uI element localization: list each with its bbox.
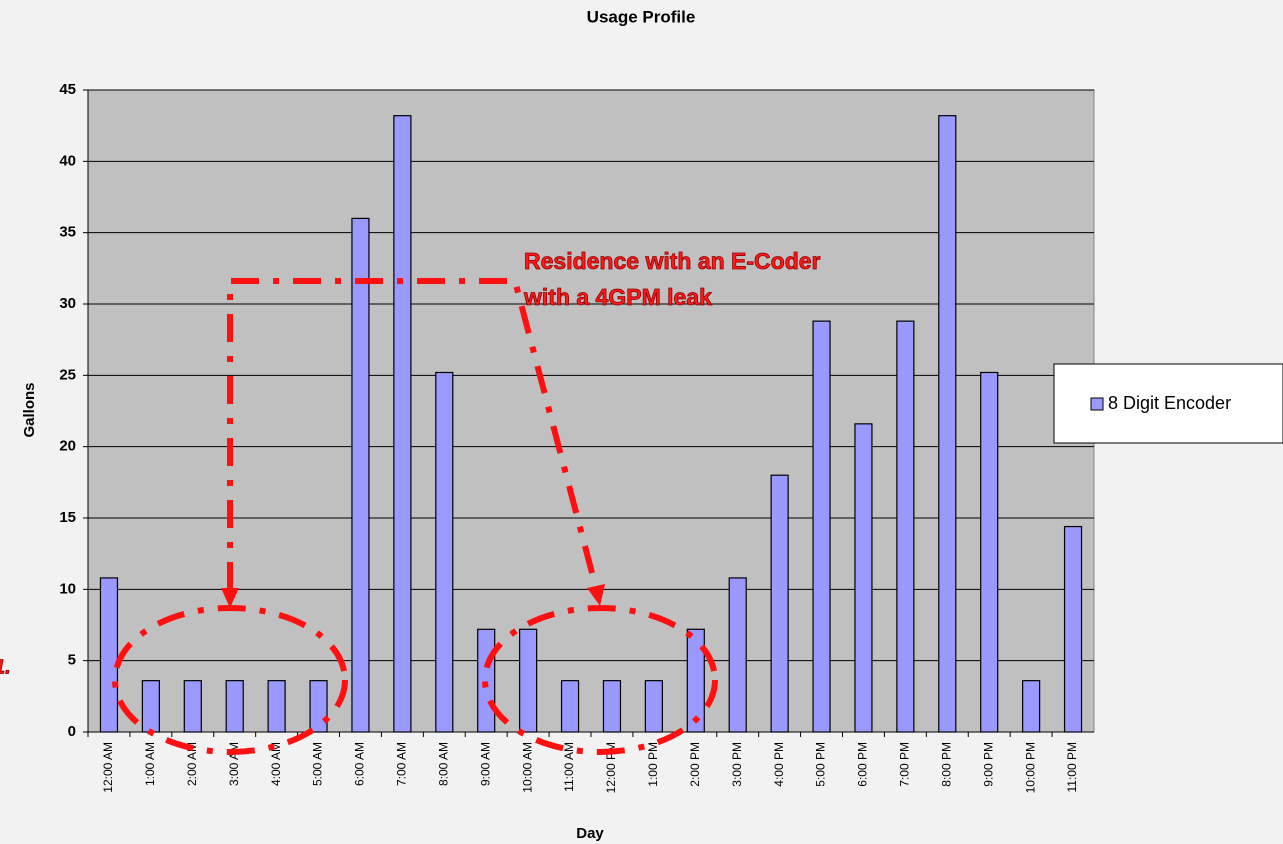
x-tick-label: 4:00 PM — [772, 742, 786, 787]
bar — [309, 680, 328, 733]
arrowhead — [221, 588, 239, 608]
bar — [519, 628, 538, 733]
chart-title: Usage Profile — [587, 7, 696, 26]
bar — [1063, 525, 1083, 733]
y-tick-label: 25 — [59, 366, 76, 383]
bar — [435, 371, 454, 733]
marks: 0 5 10 15 20 25 30 35 40 45 12:00 AM 1:00 AM 2:00 AM… — [59, 81, 1094, 793]
annotation: 1. — [0, 656, 11, 678]
y-tick-label: 0 — [68, 723, 76, 740]
highlight-ellipse — [112, 605, 348, 755]
y-tick-label: 40 — [59, 152, 76, 169]
bar — [896, 320, 915, 733]
bar — [644, 680, 663, 733]
plot-area — [87, 89, 1095, 733]
x-tick-label: 1:00 PM — [646, 742, 660, 787]
bar — [141, 680, 160, 733]
bar — [225, 680, 244, 733]
y-tick-label: 15 — [59, 509, 76, 526]
annotation-line — [227, 278, 599, 590]
bar — [560, 680, 580, 733]
highlight-ellipse — [482, 605, 718, 755]
x-tick-label: 12:00 AM — [101, 742, 115, 793]
bar — [1022, 680, 1041, 733]
annotation-overlay: Residence with an E-Coder with a 4GPM le… — [0, 248, 821, 755]
y-tick-label: 20 — [59, 438, 76, 455]
y-tick-label: 10 — [59, 580, 76, 597]
x-tick-label: 1:00 AM — [143, 742, 157, 786]
annotation: Residence with an E-Coder — [524, 248, 821, 274]
x-tick-label: 5:00 PM — [814, 742, 828, 787]
x-tick-label: 6:00 PM — [856, 742, 870, 787]
bar — [980, 371, 999, 733]
bar — [267, 680, 286, 733]
bar — [938, 115, 957, 733]
x-tick-label: 4:00 AM — [269, 742, 283, 786]
legend-label: 8 Digit Encoder — [1108, 393, 1231, 413]
y-tick-label: 5 — [68, 652, 76, 669]
x-tick-label: 6:00 AM — [353, 742, 367, 786]
bar — [728, 577, 747, 733]
x-tick-label: 7:00 AM — [395, 742, 409, 786]
legend-swatch — [1090, 397, 1104, 411]
bar — [99, 577, 119, 733]
x-tick-label: 9:00 AM — [478, 742, 492, 786]
y-tick-label: 35 — [59, 224, 76, 241]
y-tick-label: 45 — [59, 81, 76, 98]
x-tick-label: 9:00 PM — [981, 742, 995, 787]
annotation: with a 4GPM leak — [523, 284, 712, 310]
x-tick-label: 2:00 PM — [688, 742, 702, 787]
bar — [477, 628, 496, 733]
y-axis-label: Gallons — [21, 382, 38, 437]
x-tick-label: 5:00 AM — [311, 742, 325, 786]
bar — [770, 474, 789, 733]
x-tick-label: 8:00 PM — [939, 742, 953, 787]
bar — [393, 115, 412, 733]
x-tick-label: 3:00 AM — [227, 742, 241, 786]
x-tick-label: 10:00 AM — [520, 742, 534, 793]
bar — [183, 680, 202, 733]
x-tick-label: 2:00 AM — [185, 742, 199, 786]
x-tick-label: 10:00 PM — [1023, 742, 1037, 793]
y-tick-label: 30 — [59, 295, 76, 312]
x-tick-label: 8:00 AM — [436, 742, 450, 786]
bar — [812, 320, 831, 733]
arrowhead — [587, 584, 605, 606]
bar — [854, 423, 873, 733]
x-tick-label: 7:00 PM — [898, 742, 912, 787]
bar — [686, 628, 705, 733]
x-axis-label: Day — [576, 825, 604, 842]
bar — [351, 217, 370, 733]
x-tick-label: 11:00 PM — [1065, 742, 1079, 792]
x-tick-label: 3:00 PM — [730, 742, 744, 787]
bar — [602, 680, 622, 733]
x-tick-label: 11:00 AM — [562, 742, 576, 792]
